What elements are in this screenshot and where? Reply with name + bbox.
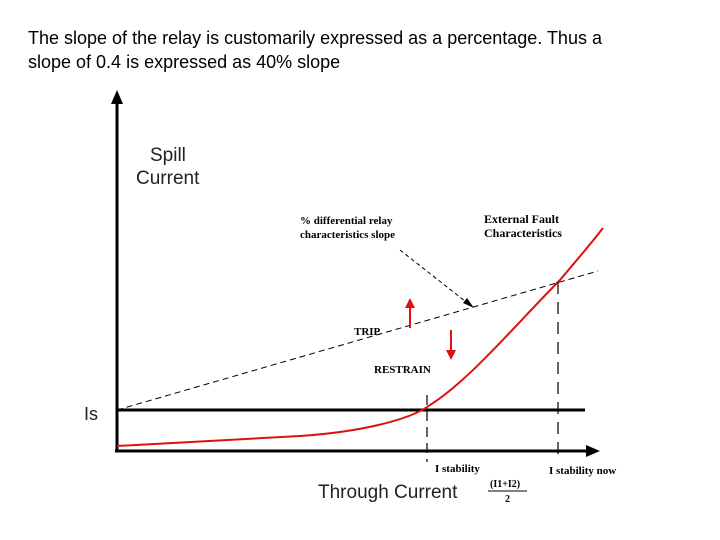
fraction-denominator: 2 bbox=[505, 494, 510, 505]
caption-line-2: slope of 0.4 is expressed as 40% slope bbox=[28, 52, 341, 72]
is-label: Is bbox=[84, 404, 98, 424]
fault-note-line-1: External Fault bbox=[484, 212, 559, 226]
trip-arrow-head bbox=[405, 298, 415, 308]
x-axis-arrowhead bbox=[586, 445, 600, 457]
slope-pointer-line bbox=[399, 249, 471, 306]
slope-line bbox=[116, 270, 599, 411]
y-axis-label-spill: Spill bbox=[150, 145, 186, 166]
slope-pointer-arrowhead bbox=[463, 298, 474, 308]
caption: The slope of the relay is customarily ex… bbox=[28, 26, 698, 74]
fault-note-line-2: Characteristics bbox=[484, 226, 562, 240]
i-stability-now-label: I stability now bbox=[549, 465, 616, 477]
fraction-numerator: (I1+I2) bbox=[490, 479, 520, 490]
i-stability-label: I stability bbox=[435, 463, 480, 475]
y-axis-label-current: Current bbox=[136, 168, 200, 189]
restrain-arrow-head bbox=[446, 350, 456, 360]
y-axis-arrowhead bbox=[111, 90, 123, 104]
external-fault-curve bbox=[116, 227, 604, 447]
restrain-label: RESTRAIN bbox=[374, 364, 431, 376]
slope-note-line-1: % differential relay bbox=[300, 215, 393, 227]
slope-note-line-2: characteristics slope bbox=[300, 229, 395, 241]
x-axis-label: Through Current bbox=[318, 482, 458, 503]
caption-line-1: The slope of the relay is customarily ex… bbox=[28, 28, 602, 48]
trip-label: TRIP bbox=[354, 326, 381, 338]
